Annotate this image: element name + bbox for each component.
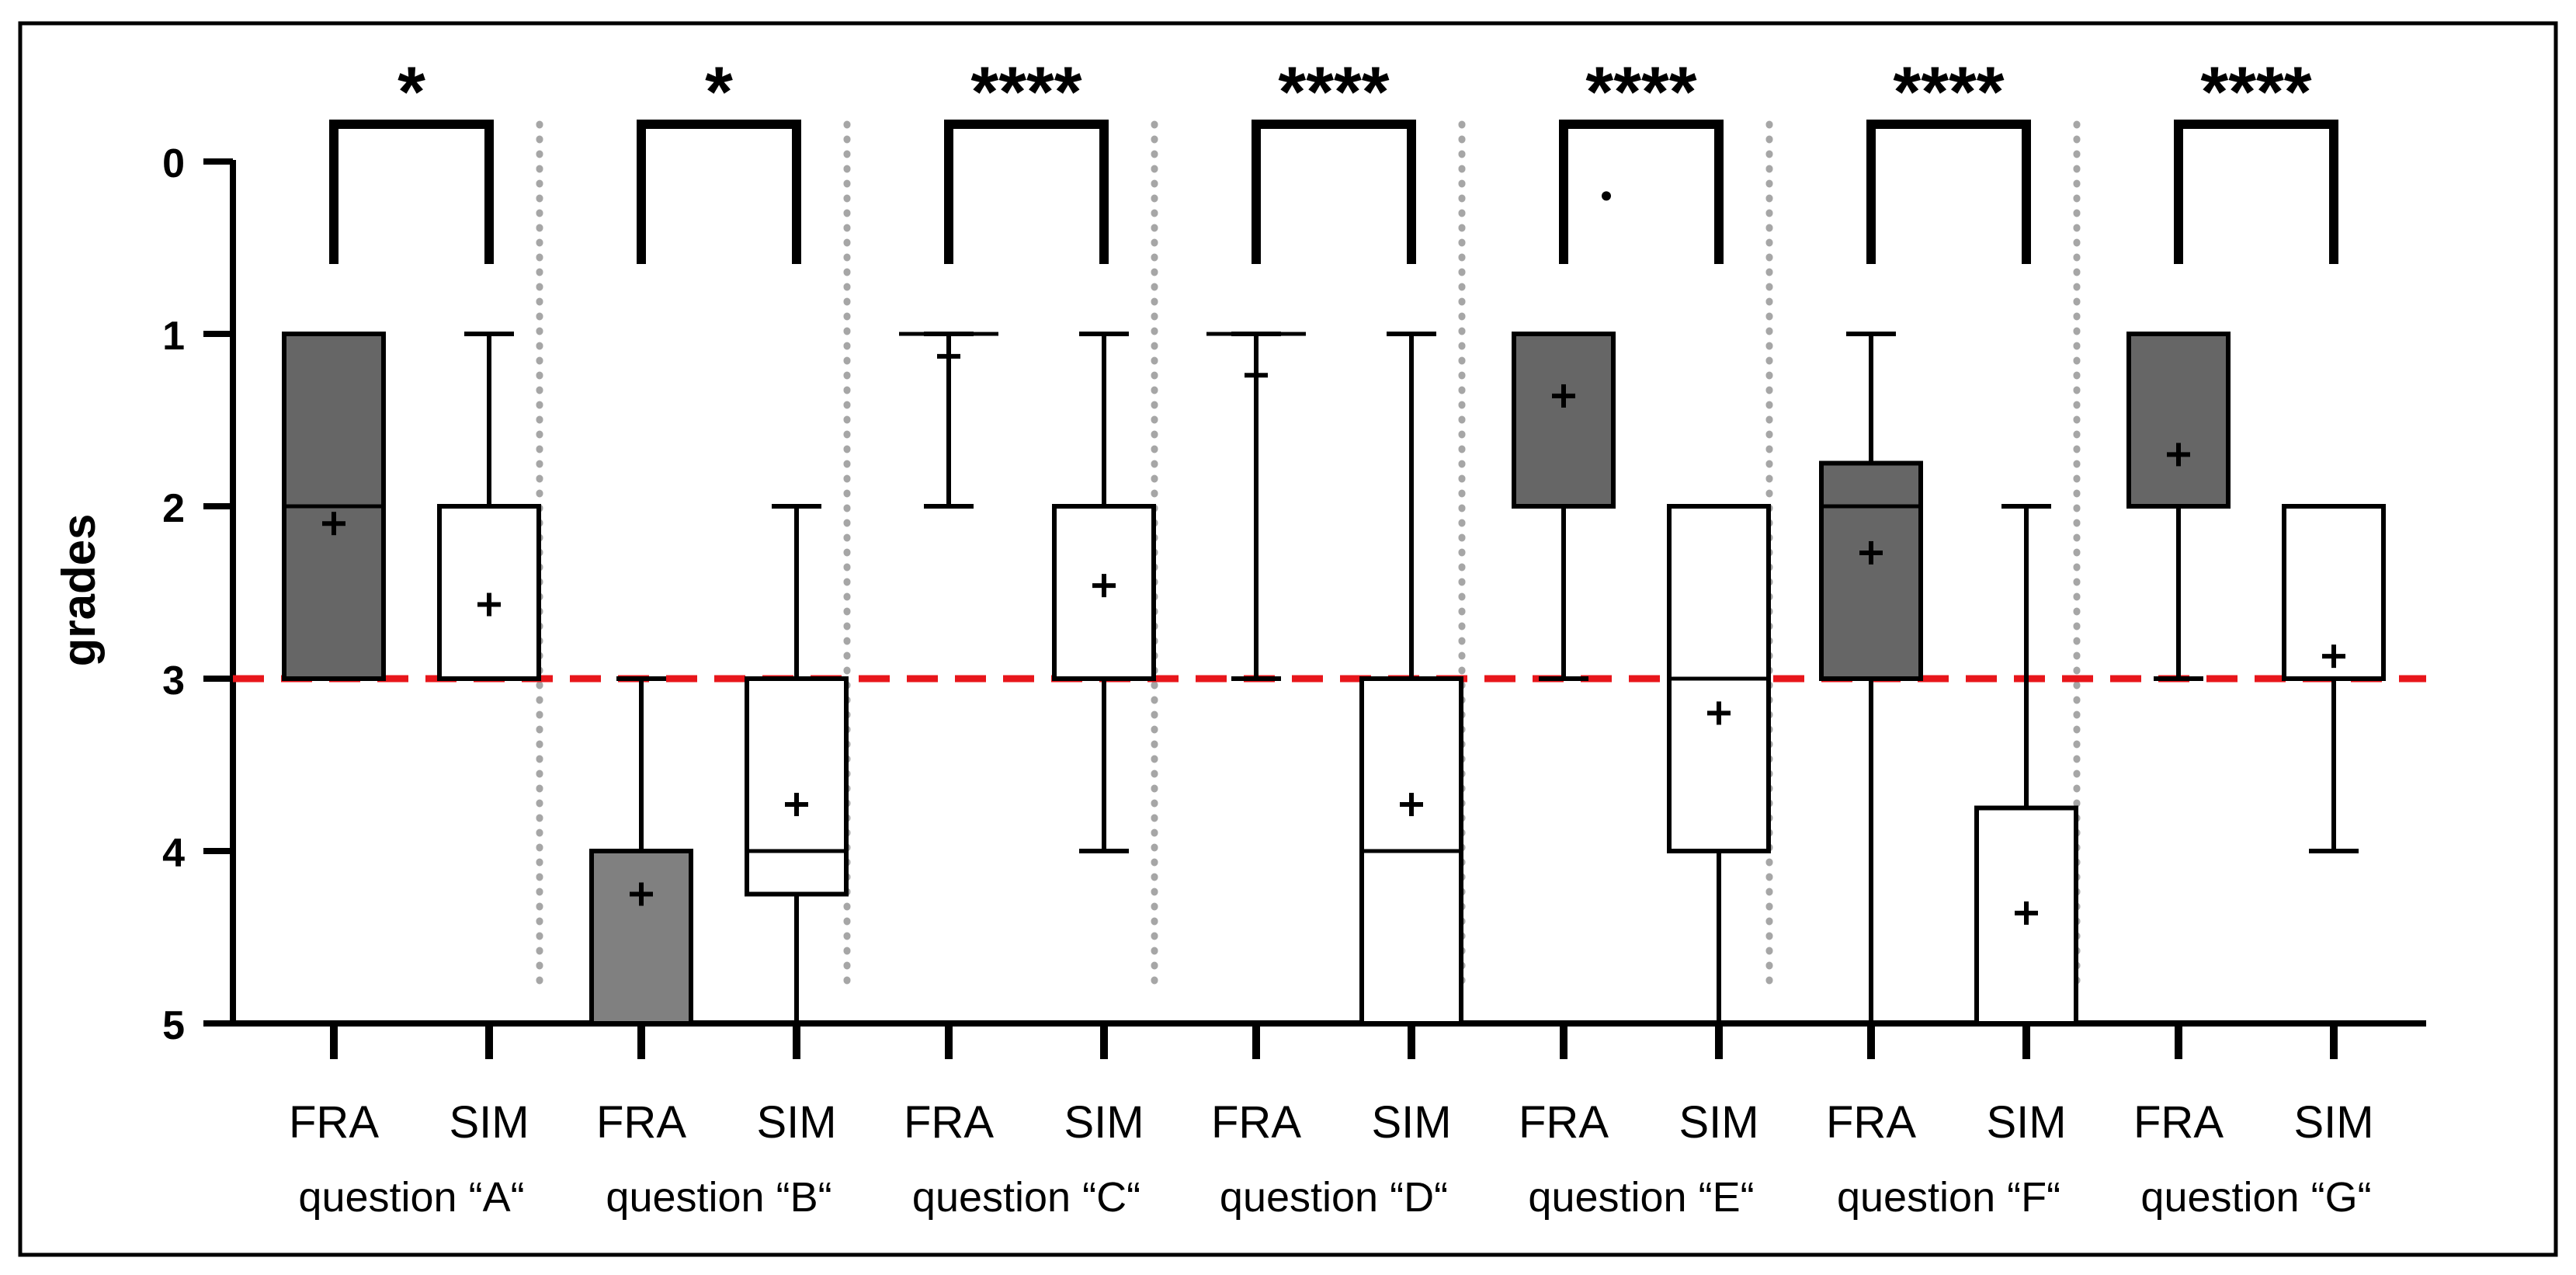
x-tick-label-fra: FRA: [1519, 1097, 1609, 1148]
significance-marker: *: [705, 53, 733, 132]
x-tick-label-sim: SIM: [2293, 1097, 2373, 1148]
significance-marker: ****: [2200, 53, 2311, 132]
y-tick-label: 2: [162, 486, 185, 531]
x-tick-label-sim: SIM: [1679, 1097, 1758, 1148]
box-sim: [747, 679, 846, 895]
x-tick-label-fra: FRA: [596, 1097, 686, 1148]
x-tick-label-fra: FRA: [1211, 1097, 1301, 1148]
x-tick-label-fra: FRA: [289, 1097, 379, 1148]
group-label: question “G“: [2140, 1174, 2371, 1221]
box-fra: [2129, 334, 2228, 506]
x-tick-label-fra: FRA: [1826, 1097, 1916, 1148]
y-tick-label: 5: [162, 1003, 185, 1048]
significance-marker: ****: [1585, 53, 1696, 132]
group-label: question “E“: [1528, 1174, 1754, 1221]
outlier-point: [1602, 191, 1611, 200]
x-tick-label-sim: SIM: [756, 1097, 836, 1148]
group-label: question “C“: [912, 1174, 1140, 1221]
x-tick-label-fra: FRA: [904, 1097, 994, 1148]
group-label: question “F“: [1837, 1174, 2060, 1221]
box-fra: [1514, 334, 1613, 506]
x-tick-label-sim: SIM: [449, 1097, 529, 1148]
group-label: question “D“: [1220, 1174, 1448, 1221]
y-tick-label: 4: [162, 831, 185, 876]
x-tick-label-sim: SIM: [1371, 1097, 1451, 1148]
box-sim: [439, 506, 539, 679]
x-tick-label-fra: FRA: [2133, 1097, 2224, 1148]
box-fra: [1821, 464, 1921, 679]
significance-marker: ****: [970, 53, 1081, 132]
y-tick-label: 1: [162, 314, 185, 359]
y-tick-label: 3: [162, 658, 185, 704]
box-fra: [592, 851, 691, 1023]
group-label: question “B“: [606, 1174, 831, 1221]
significance-marker: *: [398, 53, 425, 132]
x-tick-label-sim: SIM: [1064, 1097, 1144, 1148]
group-label: question “A“: [298, 1174, 524, 1221]
significance-marker: ****: [1278, 53, 1389, 132]
y-tick-label: 0: [162, 141, 185, 186]
x-tick-label-sim: SIM: [1986, 1097, 2066, 1148]
significance-marker: ****: [1893, 53, 2004, 132]
y-axis-label: grades: [53, 514, 105, 667]
